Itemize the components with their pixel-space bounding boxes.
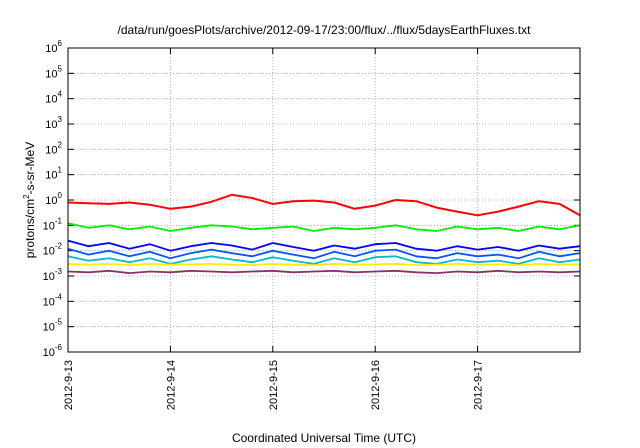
y-tick-base: 10: [45, 170, 57, 182]
y-tick-label: 10-3: [43, 267, 63, 283]
y-tick-exp: -2: [55, 242, 63, 251]
series-group: [67, 193, 581, 274]
x-axis-title: Coordinated Universal Time (UTC): [232, 431, 416, 445]
y-tick-label: 105: [45, 64, 62, 80]
y-tick-exp: -1: [55, 216, 63, 225]
x-tick-label: 2012-9-14: [165, 360, 177, 410]
y-tick-base: 10: [43, 246, 55, 258]
y-axis-title: protons/cm2-s-sr-MeV: [22, 142, 37, 258]
y-tick-label: 102: [45, 140, 62, 156]
y-tick-label: 103: [45, 115, 62, 131]
y-tick-exp: 2: [58, 140, 63, 149]
y-axis-title-rest: -s-sr-MeV: [23, 142, 37, 195]
y-tick-base: 10: [43, 347, 55, 359]
x-tick-label: 2012-9-17: [473, 360, 485, 410]
y-tick-base: 10: [43, 296, 55, 308]
y-tick-label: 10-1: [43, 216, 63, 232]
y-tick-exp: 6: [58, 39, 63, 48]
y-tick-exp: 0: [58, 191, 63, 200]
chart-title: /data/run/goesPlots/archive/2012-09-17/2…: [118, 23, 532, 37]
y-tick-base: 10: [45, 119, 57, 131]
y-tick-exp: -3: [55, 267, 63, 276]
y-tick-label: 106: [45, 39, 62, 55]
y-tick-base: 10: [43, 322, 55, 334]
y-tick-base: 10: [43, 271, 55, 283]
grid-lines: [67, 47, 580, 353]
y-tick-label: 104: [45, 90, 62, 106]
y-tick-exp: 5: [58, 64, 63, 73]
y-tick-exp: -6: [55, 343, 63, 352]
series-line-6: [67, 263, 581, 266]
y-tick-label: 10-5: [43, 318, 63, 334]
y-axis-title-base: protons/cm: [23, 199, 37, 258]
x-tick-labels: 2012-9-13 2012-9-14 2012-9-15 2012-9-16 2012…: [63, 360, 485, 410]
y-tick-base: 10: [45, 144, 57, 156]
y-tick-label: 10-2: [43, 242, 63, 258]
plot-frame: [67, 47, 581, 353]
series-line-2: [67, 222, 581, 232]
y-tick-exp: 1: [58, 166, 63, 175]
y-tick-exp: -4: [55, 292, 63, 301]
y-tick-exp: 3: [58, 115, 63, 124]
y-tick-label: 101: [45, 166, 62, 182]
y-tick-exp: 4: [58, 90, 63, 99]
series-line-1: [67, 193, 581, 217]
y-axis-title-sup: 2: [22, 194, 31, 199]
x-tick-label: 2012-9-15: [268, 360, 280, 410]
y-tick-exp: -5: [55, 318, 63, 327]
y-tick-base: 10: [45, 195, 57, 207]
series-line-7: [67, 269, 581, 274]
y-tick-base: 10: [45, 68, 57, 80]
y-tick-base: 10: [43, 220, 55, 232]
series-line-3: [67, 239, 581, 252]
y-tick-label: 10-4: [43, 292, 63, 308]
series-line-5: [67, 255, 581, 265]
y-tick-labels: 10-610-510-410-310-210-11001011021031041…: [43, 39, 63, 359]
series-line-4: [67, 247, 581, 260]
x-tick-label: 2012-9-16: [370, 360, 382, 410]
x-tick-label: 2012-9-13: [63, 360, 75, 410]
y-tick-base: 10: [45, 94, 57, 106]
y-tick-label: 100: [45, 191, 62, 207]
y-tick-base: 10: [45, 43, 57, 55]
y-tick-label: 10-6: [43, 343, 63, 359]
